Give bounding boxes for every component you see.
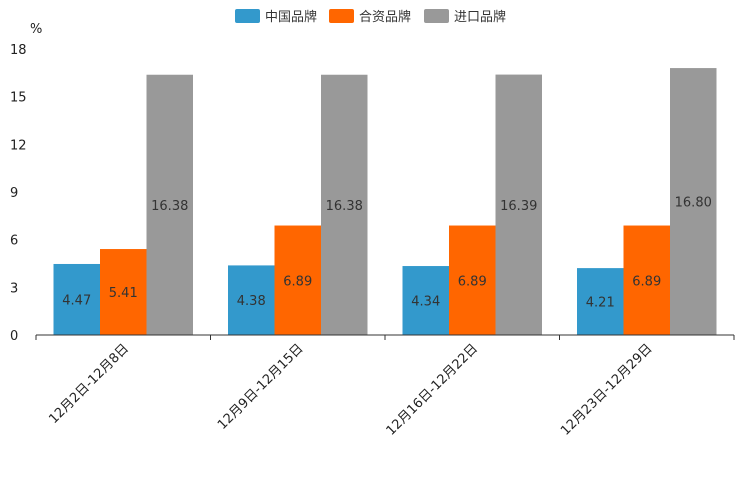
data-label-2-4: 6.89 — [632, 274, 661, 289]
bar-3-2 — [321, 74, 368, 336]
category-label-2: 12月9日-12月15日 — [215, 341, 307, 433]
bar-2-3 — [449, 225, 496, 335]
bar-1-1 — [53, 263, 100, 335]
bars — [53, 68, 717, 336]
data-label-3-4: 16.80 — [675, 196, 712, 211]
bar-2-4 — [623, 225, 670, 335]
bar-1-3 — [402, 266, 449, 335]
data-label-3-2: 16.38 — [326, 199, 363, 214]
y-tick-label-12: 12 — [10, 138, 27, 153]
category-labels: 12月2日-12月8日 12月9日-12月15日 12月16日-12月22日 12月2… — [46, 341, 655, 438]
y-tick-label-15: 15 — [10, 91, 27, 106]
legend-swatch-2 — [329, 9, 354, 23]
category-label-4: 12月23日-12月29日 — [558, 341, 655, 438]
bar-3-4 — [670, 68, 717, 336]
data-labels: 4.47 5.41 16.38 4.38 6.89 16.38 4.34 6.89 16.39 4… — [62, 196, 712, 311]
y-tick-label-0: 0 — [10, 329, 18, 344]
data-label-1-2: 4.38 — [237, 294, 266, 309]
bar-1-2 — [228, 265, 275, 335]
category-label-1: 12月2日-12月8日 — [46, 341, 132, 427]
legend-label-3: 进口品牌 — [454, 9, 506, 25]
y-tick-label-6: 6 — [10, 234, 18, 249]
data-label-1-4: 4.21 — [586, 296, 615, 311]
bar-2-1 — [100, 249, 147, 335]
x-axis-ticks — [35, 335, 735, 340]
data-label-3-3: 16.39 — [500, 199, 537, 214]
data-label-2-1: 5.41 — [109, 286, 138, 301]
y-axis-ticks: 0 3 6 9 12 15 18 — [10, 43, 27, 344]
data-label-1-3: 4.34 — [411, 295, 440, 310]
bar-3-1 — [146, 74, 193, 336]
data-label-1-1: 4.47 — [62, 293, 91, 308]
legend-label-2: 合资品牌 — [359, 9, 411, 25]
y-tick-label-3: 3 — [10, 281, 18, 296]
bar-1-4 — [577, 268, 624, 335]
legend-swatch-3 — [424, 9, 449, 23]
legend: 中国品牌 合资品牌 进口品牌 — [235, 9, 506, 25]
bar-3-3 — [495, 74, 542, 335]
legend-swatch-1 — [235, 9, 260, 23]
legend-label-1: 中国品牌 — [265, 9, 317, 25]
data-label-2-3: 6.89 — [458, 274, 487, 289]
data-label-2-2: 6.89 — [283, 274, 312, 289]
y-tick-label-18: 18 — [10, 43, 27, 58]
category-label-3: 12月16日-12月22日 — [384, 341, 481, 438]
y-axis-unit-label: % — [30, 22, 42, 37]
data-label-3-1: 16.38 — [151, 199, 188, 214]
y-tick-label-9: 9 — [10, 186, 18, 201]
bar-2-2 — [274, 225, 321, 335]
